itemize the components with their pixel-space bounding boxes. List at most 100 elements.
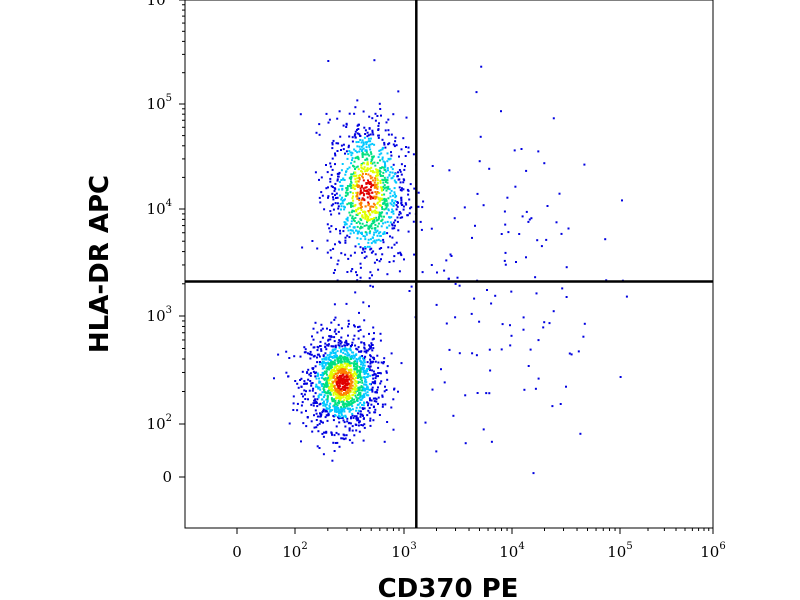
event-point: [397, 178, 400, 181]
event-point: [335, 365, 338, 368]
event-point: [405, 116, 408, 119]
event-point: [345, 339, 348, 342]
event-point: [355, 409, 358, 412]
event-point: [314, 392, 317, 395]
event-point: [326, 419, 329, 422]
event-point: [356, 151, 359, 154]
event-point: [420, 228, 423, 231]
event-point: [316, 361, 319, 364]
event-point: [357, 141, 360, 143]
event-point: [348, 112, 351, 115]
event-point: [368, 213, 371, 216]
event-point: [503, 210, 506, 213]
event-point: [307, 398, 309, 401]
event-point: [358, 386, 361, 389]
event-point: [311, 389, 314, 392]
event-point: [382, 362, 385, 365]
event-point: [355, 222, 358, 224]
event-point: [306, 352, 309, 355]
event-point: [395, 208, 398, 211]
event-point: [330, 385, 332, 388]
event-point: [392, 260, 395, 263]
event-point: [324, 342, 327, 345]
event-point: [333, 303, 336, 306]
event-point: [346, 363, 349, 366]
event-point: [326, 171, 329, 174]
event-point: [332, 345, 335, 348]
event-point: [419, 220, 422, 223]
event-point: [353, 360, 356, 363]
event-point: [343, 223, 346, 226]
event-point: [379, 173, 381, 176]
event-point: [368, 183, 371, 185]
event-point: [383, 231, 386, 234]
event-point: [344, 381, 347, 384]
event-point: [369, 207, 372, 210]
event-point: [371, 386, 374, 389]
event-point: [375, 219, 378, 222]
event-point: [308, 373, 311, 376]
event-point: [368, 407, 371, 409]
event-point: [386, 152, 389, 155]
event-point: [358, 178, 361, 181]
event-point: [371, 374, 374, 377]
event-point: [500, 348, 503, 351]
event-point: [316, 372, 319, 375]
event-point: [324, 391, 327, 394]
event-point: [342, 388, 345, 391]
event-point: [364, 392, 367, 395]
event-point: [382, 188, 385, 191]
event-point: [384, 221, 387, 224]
event-point: [350, 399, 353, 402]
event-point: [324, 352, 327, 355]
event-point: [445, 322, 448, 325]
event-point: [328, 410, 331, 413]
event-point: [331, 363, 334, 365]
event-point: [330, 364, 333, 367]
event-point: [363, 396, 366, 398]
event-point: [367, 225, 370, 228]
event-point: [521, 215, 524, 218]
event-point: [370, 205, 373, 208]
event-point: [366, 141, 369, 144]
event-point: [330, 397, 333, 400]
event-point: [379, 339, 382, 342]
event-point: [485, 392, 488, 395]
event-point: [382, 171, 385, 174]
event-point: [373, 382, 376, 385]
event-point: [361, 175, 364, 178]
event-point: [327, 366, 330, 369]
event-point: [403, 168, 406, 171]
event-point: [326, 239, 329, 242]
event-point: [365, 173, 367, 175]
event-point: [346, 203, 349, 206]
event-point: [370, 182, 373, 185]
event-point: [357, 128, 360, 130]
x-tick-label: 106: [700, 541, 725, 561]
event-point: [344, 236, 347, 239]
event-point: [367, 227, 370, 230]
event-point: [301, 246, 304, 249]
event-point: [347, 144, 350, 147]
event-point: [374, 177, 377, 180]
event-point: [525, 169, 528, 172]
event-point: [319, 388, 322, 391]
event-point: [364, 133, 367, 135]
event-point: [319, 412, 321, 415]
event-point: [340, 374, 343, 377]
event-point: [333, 318, 336, 321]
event-point: [350, 173, 353, 176]
event-point: [335, 396, 338, 399]
event-point: [382, 166, 385, 169]
plot-area: [184, 0, 714, 529]
event-point: [534, 276, 537, 279]
event-point: [337, 372, 339, 375]
event-point: [328, 359, 331, 361]
event-point: [325, 403, 328, 406]
event-point: [456, 276, 459, 279]
event-point: [317, 396, 320, 399]
event-point: [382, 185, 385, 188]
event-point: [336, 404, 339, 407]
y-axis-title: HLA-DR APC: [85, 175, 115, 353]
event-point: [361, 172, 364, 175]
